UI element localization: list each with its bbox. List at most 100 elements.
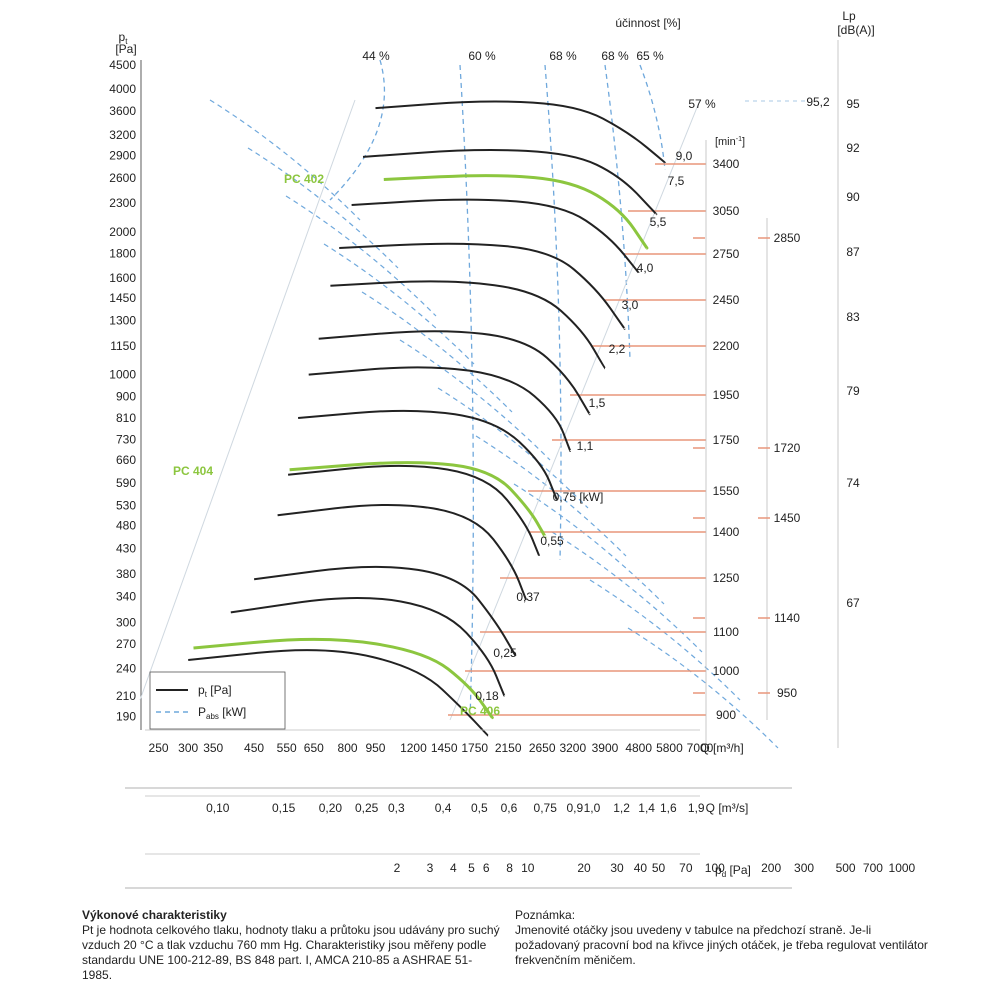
speed-label: 1950 bbox=[713, 388, 740, 402]
efficiency-label: 65 % bbox=[636, 49, 664, 63]
x-tick-pd: 100 bbox=[705, 861, 725, 875]
noise-tick-label: 92 bbox=[846, 141, 860, 155]
speed-label: 3400 bbox=[713, 157, 740, 171]
envelope-right bbox=[449, 99, 701, 721]
power-line bbox=[323, 243, 475, 365]
model-label: PC 404 bbox=[173, 464, 213, 478]
y-tick-label: 1300 bbox=[109, 314, 136, 328]
x-tick-m3h: 3900 bbox=[592, 741, 619, 755]
power-label: 0,18 bbox=[475, 689, 499, 703]
x-axis-pd-label: pd [Pa] bbox=[715, 863, 751, 879]
x-tick-pd: 500 bbox=[836, 861, 856, 875]
power-label: 3,0 bbox=[622, 298, 639, 312]
speed-label: 1550 bbox=[713, 484, 740, 498]
power-label: 7,5 bbox=[668, 174, 685, 188]
noise-tick-label: 90 bbox=[846, 190, 860, 204]
y-tick-label: 3200 bbox=[109, 128, 136, 142]
speed-label: 1250 bbox=[713, 571, 740, 585]
y-tick-label: 240 bbox=[116, 661, 136, 675]
model-curve bbox=[193, 637, 494, 720]
efficiency-label: 57 % bbox=[688, 97, 716, 111]
x-tick-m3h: 250 bbox=[149, 741, 169, 755]
power-label: 2,2 bbox=[609, 342, 626, 356]
power-line bbox=[551, 531, 703, 653]
pressure-curve bbox=[318, 330, 591, 416]
power-line bbox=[589, 579, 741, 701]
noise-tick-label: 87 bbox=[846, 245, 860, 259]
power-label: 1,1 bbox=[577, 439, 594, 453]
x-tick-m3s: 0,9 bbox=[566, 801, 583, 815]
pressure-curve bbox=[330, 280, 606, 370]
remark-notes-title: Poznámka: bbox=[515, 908, 576, 922]
y-tick-label: 340 bbox=[116, 590, 136, 604]
x-tick-pd: 5 bbox=[468, 861, 475, 875]
y-tick-label: 480 bbox=[116, 519, 136, 533]
x-tick-m3h: 550 bbox=[277, 741, 297, 755]
efficiency-line bbox=[639, 64, 666, 171]
y-tick-label: 2000 bbox=[109, 225, 136, 239]
efficiency-line bbox=[459, 64, 474, 721]
y-axis-symbol: pt bbox=[119, 30, 129, 46]
efficiency-line bbox=[544, 64, 562, 561]
x-tick-m3h: 2650 bbox=[529, 741, 556, 755]
y-tick-label: 300 bbox=[116, 615, 136, 629]
alt-speed-label: 2850 bbox=[774, 231, 801, 245]
x-tick-m3s: 0,4 bbox=[435, 801, 452, 815]
y-tick-label: 2900 bbox=[109, 148, 136, 162]
alt-speed-label: 950 bbox=[777, 686, 797, 700]
x-tick-m3h: 3200 bbox=[559, 741, 586, 755]
efficiency-label: 68 % bbox=[549, 49, 577, 63]
x-tick-m3h: 4800 bbox=[625, 741, 652, 755]
noise-tick-label: 79 bbox=[846, 384, 860, 398]
x-tick-m3s: 0,15 bbox=[272, 801, 296, 815]
x-tick-m3h: 1200 bbox=[400, 741, 427, 755]
speed-label: 1100 bbox=[713, 625, 739, 639]
y-tick-label: 430 bbox=[116, 541, 136, 555]
pressure-curve bbox=[351, 198, 640, 274]
speed-label: 3050 bbox=[713, 204, 740, 218]
efficiency-label: 60 % bbox=[468, 49, 496, 63]
pressure-curve bbox=[375, 100, 667, 164]
x-tick-pd: 300 bbox=[794, 861, 814, 875]
y-tick-label: 4000 bbox=[109, 82, 136, 96]
alt-speed-label: 1720 bbox=[774, 441, 801, 455]
power-label: 0,37 bbox=[516, 590, 540, 604]
x-tick-pd: 10 bbox=[521, 861, 535, 875]
x-axis-m3h-label: Q [m³/h] bbox=[700, 741, 743, 755]
power-line bbox=[475, 435, 627, 557]
y-tick-label: 1000 bbox=[109, 368, 136, 382]
envelope-left bbox=[139, 99, 356, 701]
y-tick-label: 810 bbox=[116, 411, 136, 425]
noise-axis-unit: [dB(A)] bbox=[837, 23, 874, 37]
efficiency-label: 44 % bbox=[362, 49, 390, 63]
pressure-curve bbox=[308, 366, 572, 453]
noise-tick-label: 74 bbox=[846, 476, 860, 490]
x-tick-m3s: 0,3 bbox=[388, 801, 405, 815]
model-label: PC 406 bbox=[460, 704, 500, 718]
performance-notes-text: Pt je hodnota celkového tlaku, hodnoty t… bbox=[82, 923, 500, 982]
x-tick-m3s: 1,2 bbox=[613, 801, 630, 815]
pressure-curve bbox=[287, 464, 541, 557]
model-label: PC 402 bbox=[284, 172, 324, 186]
x-tick-pd: 200 bbox=[761, 861, 781, 875]
model-curve bbox=[383, 174, 649, 250]
x-tick-m3s: 0,5 bbox=[471, 801, 488, 815]
remark-notes-text: Jmenovité otáčky jsou uvedeny v tabulce … bbox=[515, 923, 928, 967]
speed-unit: [min-1] bbox=[715, 136, 745, 148]
x-tick-m3h: 650 bbox=[304, 741, 324, 755]
power-line bbox=[285, 195, 437, 317]
power-line bbox=[247, 147, 399, 269]
x-tick-m3s: 0,10 bbox=[206, 801, 230, 815]
y-tick-label: 530 bbox=[116, 498, 136, 512]
y-tick-label: 660 bbox=[116, 453, 136, 467]
y-tick-label: 2300 bbox=[109, 196, 136, 210]
x-tick-pd: 1000 bbox=[889, 861, 916, 875]
x-tick-m3h: 1750 bbox=[461, 741, 488, 755]
alt-speed-label: 1140 bbox=[774, 611, 800, 625]
speed-label: 1750 bbox=[713, 433, 740, 447]
efficiency-line bbox=[329, 59, 386, 201]
x-tick-pd: 700 bbox=[863, 861, 883, 875]
speed-label: 1000 bbox=[713, 664, 740, 678]
power-label: 0,55 bbox=[540, 534, 564, 548]
pressure-curve bbox=[253, 565, 517, 657]
